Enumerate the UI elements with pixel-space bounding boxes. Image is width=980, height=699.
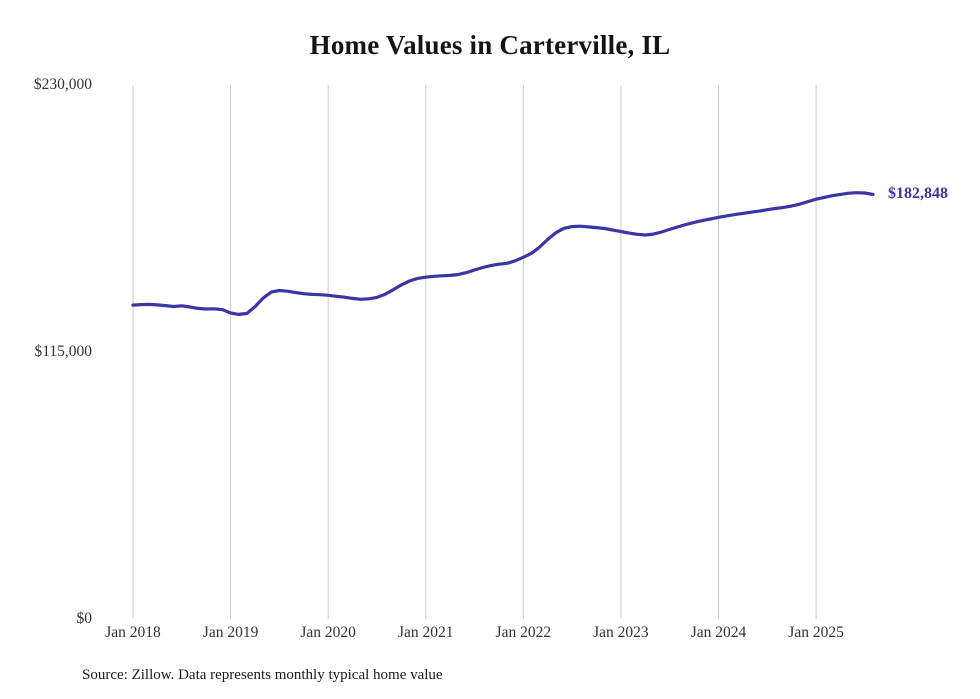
- chart-title: Home Values in Carterville, IL: [309, 30, 671, 60]
- x-tick-label: Jan 2018: [105, 624, 161, 641]
- end-value-label: $182,848: [888, 185, 948, 203]
- x-tick-label: Jan 2021: [397, 624, 454, 641]
- y-tick-label: $230,000: [33, 76, 92, 93]
- x-tick-label: Jan 2024: [690, 624, 747, 641]
- x-tick-label: Jan 2025: [788, 624, 844, 641]
- y-tick-label: $0: [76, 610, 93, 627]
- home-value-series-line: [131, 191, 875, 316]
- source-note: Source: Zillow. Data represents monthly …: [82, 667, 443, 683]
- y-tick-label: $115,000: [34, 343, 92, 360]
- x-tick-label: Jan 2020: [300, 624, 356, 641]
- x-tick-label: Jan 2019: [202, 624, 259, 641]
- x-tick-label: Jan 2023: [593, 624, 649, 641]
- x-tick-label: Jan 2022: [495, 624, 552, 641]
